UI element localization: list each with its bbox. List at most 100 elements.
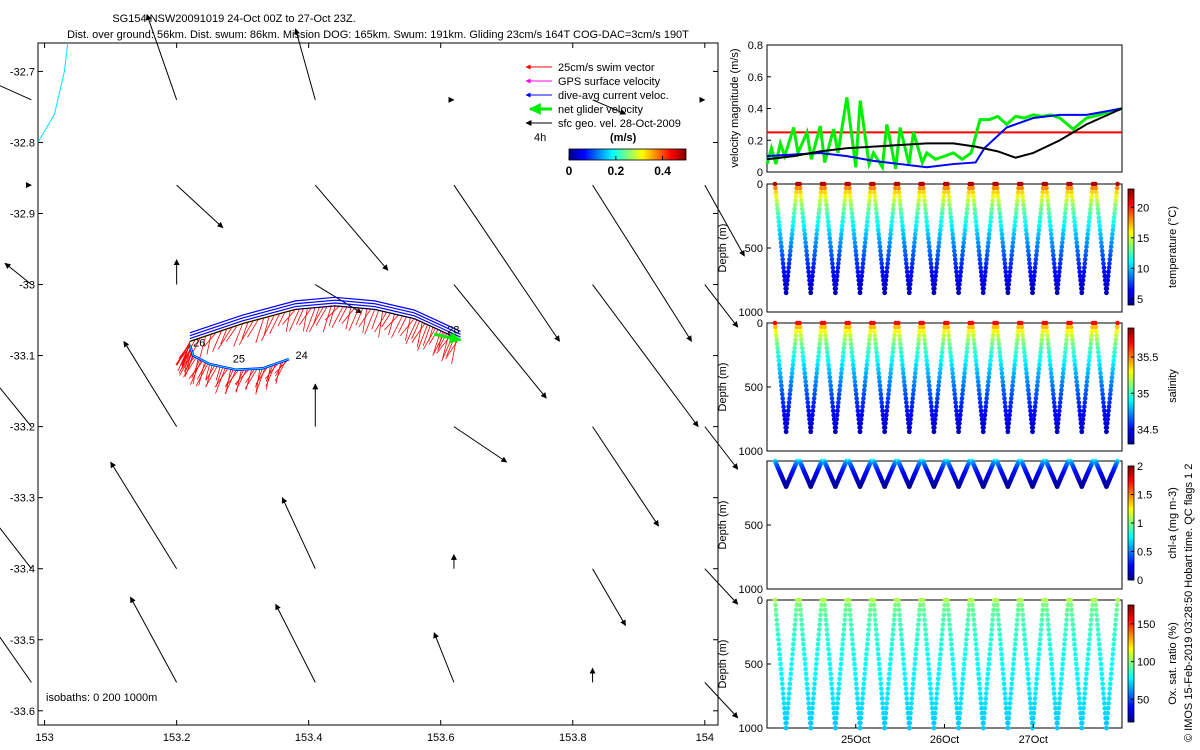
salinity-sample bbox=[839, 366, 845, 372]
salinity-sample bbox=[908, 416, 913, 422]
salinity-sample bbox=[1034, 391, 1039, 397]
salinity-sample bbox=[940, 341, 946, 347]
temperature-sample bbox=[964, 210, 969, 216]
oxygen-sample bbox=[926, 671, 932, 677]
oxygen-sample bbox=[1034, 671, 1040, 677]
temperature-sample bbox=[1063, 206, 1068, 212]
temperature-sample bbox=[940, 206, 945, 212]
oxygen-sample bbox=[1053, 706, 1058, 711]
oxygen-sample bbox=[1089, 612, 1094, 618]
temperature-sample bbox=[830, 261, 835, 266]
oxygen-sample bbox=[890, 632, 896, 637]
temperature-sample bbox=[888, 227, 894, 233]
temperature-sample bbox=[779, 244, 784, 250]
oxygen-sample bbox=[1062, 632, 1068, 637]
chla-sample bbox=[783, 484, 789, 489]
salinity-sample bbox=[902, 387, 908, 393]
temperature-sample bbox=[1010, 244, 1015, 250]
salinity-sample bbox=[872, 337, 878, 343]
oxygen-sample bbox=[946, 612, 952, 618]
salinity-sample bbox=[806, 412, 812, 418]
salinity-sample bbox=[960, 387, 966, 393]
temperature-sample bbox=[847, 185, 852, 191]
salinity-sample bbox=[941, 337, 946, 343]
temperature-sample bbox=[1034, 248, 1040, 254]
salinity-sample bbox=[911, 383, 917, 389]
temperature-sample bbox=[1099, 240, 1104, 245]
temperature-sample bbox=[821, 181, 827, 187]
salinity-sample bbox=[853, 383, 858, 389]
oxygen-sample bbox=[911, 671, 917, 677]
salinity-sample bbox=[1047, 354, 1052, 359]
salinity-sample bbox=[907, 429, 912, 435]
oxygen-sample bbox=[855, 696, 860, 701]
geo-vector bbox=[592, 99, 627, 115]
oxygen-sample bbox=[813, 666, 819, 672]
oxygen-sample bbox=[852, 661, 857, 667]
temperature-sample bbox=[900, 223, 905, 229]
temperature-sample bbox=[898, 210, 904, 216]
temperature-sample bbox=[808, 290, 814, 296]
temperature-sample bbox=[1093, 181, 1098, 187]
salinity-sample bbox=[876, 370, 881, 376]
salinity-sample bbox=[1062, 358, 1067, 363]
oxygen-sample bbox=[813, 671, 818, 677]
salinity-sample bbox=[840, 354, 846, 359]
temperature-sample bbox=[1019, 185, 1025, 191]
temperature-sample bbox=[1107, 252, 1113, 258]
oxygen-sample bbox=[798, 612, 804, 618]
temperature-sample bbox=[1058, 257, 1063, 262]
oxygen-sample bbox=[1098, 656, 1103, 662]
salinity-sample bbox=[960, 383, 966, 389]
oxygen-sample bbox=[851, 656, 857, 662]
swim-vector bbox=[206, 334, 212, 355]
salinity-sample bbox=[1093, 324, 1099, 330]
temperature-sample bbox=[1064, 194, 1070, 199]
temperature-sample bbox=[901, 231, 906, 237]
temperature-sample bbox=[1037, 219, 1043, 224]
oxygen-sample bbox=[840, 637, 846, 642]
salinity-y-tick-label: 500 bbox=[745, 382, 763, 394]
geo-vector bbox=[281, 497, 316, 569]
oxygen-sample bbox=[1011, 651, 1017, 657]
salinity-sample bbox=[864, 358, 870, 363]
salinity-sample bbox=[1024, 370, 1029, 376]
oxygen-sample bbox=[950, 656, 955, 662]
temperature-sample bbox=[903, 252, 908, 258]
salinity-sample bbox=[1002, 400, 1008, 405]
salinity-sample bbox=[1022, 349, 1027, 355]
temperature-sample bbox=[786, 265, 791, 270]
salinity-sample bbox=[1008, 400, 1014, 405]
oxygen-sample bbox=[887, 666, 893, 672]
oxygen-sample bbox=[1057, 696, 1063, 701]
temperature-sample bbox=[779, 248, 785, 254]
oxygen-sample bbox=[952, 681, 958, 686]
salinity-sample bbox=[983, 408, 988, 414]
oxygen-sample bbox=[1069, 607, 1074, 613]
salinity-sample bbox=[843, 329, 848, 334]
oxygen-sample bbox=[833, 720, 839, 726]
temperature-sample bbox=[792, 202, 798, 208]
oxygen-sample bbox=[1085, 651, 1091, 657]
oxygen-sample bbox=[788, 671, 794, 677]
salinity-sample bbox=[1025, 383, 1031, 389]
colorbar-tick-label: 0 bbox=[566, 164, 573, 178]
temperature-sample bbox=[1014, 206, 1019, 212]
salinity-sample bbox=[798, 333, 804, 338]
swim-vector bbox=[315, 306, 328, 326]
swim-vector bbox=[338, 306, 348, 323]
temperature-sample bbox=[1095, 202, 1100, 208]
oxygen-sample bbox=[834, 710, 839, 716]
salinity-sample bbox=[1035, 379, 1040, 384]
oxygen-sample bbox=[1040, 612, 1045, 618]
oxygen-sample bbox=[985, 671, 991, 677]
temperature-sample bbox=[934, 265, 939, 270]
oxygen-sample bbox=[933, 701, 939, 706]
temperature-sample bbox=[865, 215, 870, 220]
salinity-sample bbox=[929, 404, 934, 409]
salinity-sample bbox=[875, 366, 881, 372]
oxygen-sample bbox=[885, 686, 891, 691]
temperature-sample bbox=[977, 261, 983, 266]
temperature-sample bbox=[1056, 273, 1062, 279]
swim-vector bbox=[226, 325, 238, 342]
